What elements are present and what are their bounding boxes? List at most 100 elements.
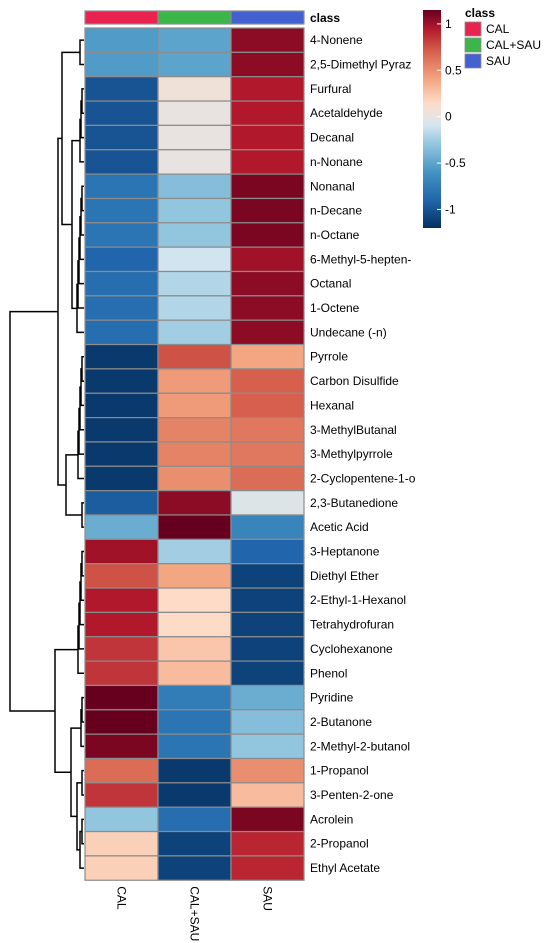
row-label: 1-Propanol bbox=[310, 764, 369, 778]
heatmap-cell bbox=[84, 830, 159, 857]
heatmap-cell bbox=[230, 806, 305, 833]
row-label: Hexanal bbox=[310, 398, 354, 412]
dendrogram-branch bbox=[70, 727, 81, 818]
class-legend-swatch bbox=[464, 21, 482, 37]
heatmap-cell bbox=[230, 222, 305, 248]
heatmap-cell bbox=[230, 441, 305, 467]
row-label: n-Decane bbox=[310, 204, 362, 218]
heatmap-cell bbox=[84, 636, 159, 662]
color-scale-bar bbox=[423, 10, 441, 228]
heatmap-cell bbox=[157, 149, 232, 175]
heatmap-cell bbox=[157, 343, 232, 370]
dendrogram-branch bbox=[78, 407, 84, 455]
heatmap-cell bbox=[157, 636, 232, 662]
dendrogram-branch bbox=[81, 818, 84, 845]
class-legend-title: class bbox=[465, 6, 495, 20]
heatmap-cell bbox=[84, 782, 159, 808]
row-label: 4-Nonene bbox=[310, 33, 363, 47]
row-label: 2-Ethyl-1-Hexanol bbox=[310, 593, 406, 607]
heatmap-cell bbox=[157, 197, 232, 224]
heatmap-cell bbox=[230, 417, 305, 443]
color-scale-tick-label: -1 bbox=[445, 202, 456, 216]
heatmap-cell bbox=[230, 173, 305, 200]
row-label: Ethyl Acetate bbox=[310, 861, 380, 875]
heatmap-cell bbox=[157, 441, 232, 467]
heatmap-cell bbox=[230, 465, 305, 492]
row-label: Diethyl Ether bbox=[310, 569, 379, 583]
row-label: Pyrrole bbox=[310, 350, 348, 364]
heatmap-cell bbox=[157, 757, 232, 784]
heatmap-cell bbox=[157, 319, 232, 346]
heatmap-cell bbox=[84, 709, 159, 735]
heatmap-cell bbox=[157, 27, 232, 53]
heatmap-cell bbox=[157, 246, 232, 273]
heatmap-cell bbox=[230, 538, 305, 565]
heatmap-cell bbox=[157, 514, 232, 540]
heatmap-cell bbox=[157, 417, 232, 443]
heatmap-cell bbox=[230, 855, 305, 881]
dendrogram-branch bbox=[79, 39, 84, 66]
dendrogram-branch bbox=[78, 237, 84, 285]
row-label: Furfural bbox=[310, 82, 351, 96]
heatmap-cell bbox=[230, 51, 305, 78]
heatmap-cell bbox=[84, 465, 159, 492]
class-legend-label: SAU bbox=[486, 54, 511, 68]
heatmap-cell bbox=[157, 270, 232, 297]
class-legend: class CAL CAL+SAU SAU bbox=[464, 6, 541, 69]
heatmap-cell bbox=[230, 587, 305, 613]
heatmap-cell bbox=[84, 563, 159, 589]
heatmap-cell bbox=[157, 295, 232, 321]
heatmap-cell bbox=[230, 636, 305, 662]
color-scale-tick-label: 0.5 bbox=[445, 63, 462, 77]
dendrogram-branch bbox=[81, 355, 84, 382]
heatmap-cell bbox=[84, 392, 159, 419]
heatmap-cell bbox=[157, 538, 232, 565]
dendrogram-branch bbox=[81, 696, 84, 723]
heatmap-cell bbox=[157, 173, 232, 200]
heatmap-cell bbox=[157, 392, 232, 419]
row-label: n-Octane bbox=[310, 228, 360, 242]
dendrogram-branch bbox=[9, 310, 58, 712]
heatmap-cell bbox=[84, 246, 159, 273]
heatmap-cell bbox=[230, 757, 305, 784]
heatmap-cell bbox=[157, 222, 232, 248]
row-label: Carbon Disulfide bbox=[310, 374, 399, 388]
row-label: 1-Octene bbox=[310, 301, 360, 315]
dendrogram-branch bbox=[79, 581, 84, 626]
dendrogram-branch bbox=[81, 550, 84, 577]
heatmap-cell bbox=[84, 441, 159, 467]
heatmap-cell bbox=[230, 782, 305, 808]
heatmap-cell bbox=[230, 343, 305, 370]
row-label: 6-Methyl-5-hepten- bbox=[310, 252, 411, 266]
heatmap-cell bbox=[157, 782, 232, 808]
heatmap-cell bbox=[84, 343, 159, 370]
heatmap-cell bbox=[84, 124, 159, 151]
heatmap-cell bbox=[157, 806, 232, 833]
heatmap-cell bbox=[84, 76, 159, 102]
row-label: 3-Penten-2-one bbox=[310, 788, 394, 802]
row-label: Octanal bbox=[310, 277, 351, 291]
class-annotation-cell bbox=[157, 10, 232, 25]
heatmap-cell bbox=[157, 465, 232, 492]
dendrogram-branch bbox=[54, 648, 78, 773]
row-label: 2,5-Dimethyl Pyraz bbox=[310, 58, 411, 72]
heatmap-cell bbox=[230, 319, 305, 346]
dendrogram-branch bbox=[81, 769, 84, 796]
row-label: 2-Butanone bbox=[310, 715, 372, 729]
row-label: 3-MethylButanal bbox=[310, 423, 397, 437]
heatmap-cell bbox=[84, 149, 159, 175]
class-annotation-bar bbox=[84, 10, 305, 25]
dendrogram-branch bbox=[79, 118, 84, 163]
heatmap-cell bbox=[230, 563, 305, 589]
heatmap-cell bbox=[84, 611, 159, 638]
heatmap-cell bbox=[230, 197, 305, 224]
row-dendrogram bbox=[9, 39, 84, 869]
class-annotation-label: class bbox=[310, 11, 340, 25]
row-label: Tetrahydrofuran bbox=[310, 618, 394, 632]
heatmap-cell bbox=[84, 27, 159, 53]
heatmap-cell bbox=[84, 319, 159, 346]
dendrogram-branch bbox=[65, 454, 82, 516]
heatmap-cell bbox=[84, 270, 159, 297]
row-label: Phenol bbox=[310, 666, 347, 680]
heatmap-cell bbox=[84, 733, 159, 760]
